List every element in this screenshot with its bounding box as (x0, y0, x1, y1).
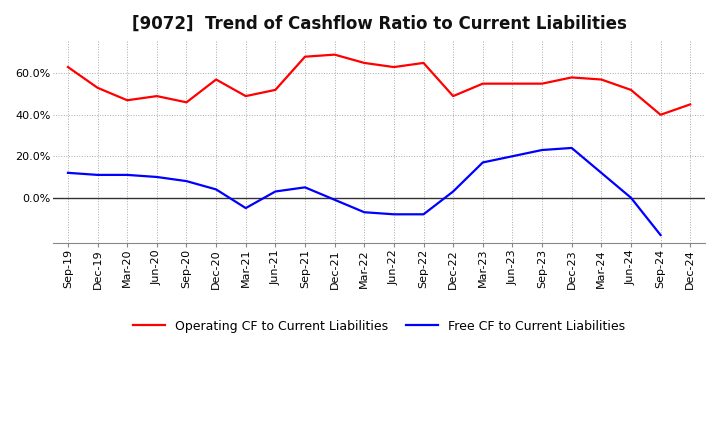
Operating CF to Current Liabilities (271, 87, 279, 92)
Operating CF to Current Liabilities (419, 60, 428, 66)
Free CF to Current Liabilities (153, 174, 161, 180)
Operating CF to Current Liabilities (597, 77, 606, 82)
Free CF to Current Liabilities (656, 232, 665, 238)
Operating CF to Current Liabilities (686, 102, 695, 107)
Operating CF to Current Liabilities (390, 64, 398, 70)
Operating CF to Current Liabilities (626, 87, 635, 92)
Free CF to Current Liabilities (241, 205, 250, 211)
Free CF to Current Liabilities (271, 189, 279, 194)
Operating CF to Current Liabilities (360, 60, 369, 66)
Free CF to Current Liabilities (212, 187, 220, 192)
Free CF to Current Liabilities (123, 172, 132, 178)
Free CF to Current Liabilities (330, 197, 339, 202)
Free CF to Current Liabilities (419, 212, 428, 217)
Operating CF to Current Liabilities (479, 81, 487, 86)
Free CF to Current Liabilities (597, 170, 606, 176)
Legend: Operating CF to Current Liabilities, Free CF to Current Liabilities: Operating CF to Current Liabilities, Fre… (128, 315, 630, 337)
Operating CF to Current Liabilities (241, 93, 250, 99)
Free CF to Current Liabilities (360, 209, 369, 215)
Operating CF to Current Liabilities (212, 77, 220, 82)
Operating CF to Current Liabilities (153, 93, 161, 99)
Operating CF to Current Liabilities (63, 64, 72, 70)
Title: [9072]  Trend of Cashflow Ratio to Current Liabilities: [9072] Trend of Cashflow Ratio to Curren… (132, 15, 626, 33)
Operating CF to Current Liabilities (123, 98, 132, 103)
Free CF to Current Liabilities (479, 160, 487, 165)
Operating CF to Current Liabilities (182, 100, 191, 105)
Operating CF to Current Liabilities (449, 93, 457, 99)
Operating CF to Current Liabilities (508, 81, 517, 86)
Free CF to Current Liabilities (390, 212, 398, 217)
Free CF to Current Liabilities (508, 154, 517, 159)
Operating CF to Current Liabilities (94, 85, 102, 91)
Operating CF to Current Liabilities (567, 75, 576, 80)
Operating CF to Current Liabilities (656, 112, 665, 117)
Free CF to Current Liabilities (182, 179, 191, 184)
Line: Free CF to Current Liabilities: Free CF to Current Liabilities (68, 148, 660, 235)
Operating CF to Current Liabilities (330, 52, 339, 57)
Free CF to Current Liabilities (63, 170, 72, 176)
Operating CF to Current Liabilities (538, 81, 546, 86)
Line: Operating CF to Current Liabilities: Operating CF to Current Liabilities (68, 55, 690, 115)
Free CF to Current Liabilities (94, 172, 102, 178)
Free CF to Current Liabilities (449, 189, 457, 194)
Free CF to Current Liabilities (301, 185, 310, 190)
Operating CF to Current Liabilities (301, 54, 310, 59)
Free CF to Current Liabilities (626, 195, 635, 200)
Free CF to Current Liabilities (567, 145, 576, 150)
Free CF to Current Liabilities (538, 147, 546, 153)
